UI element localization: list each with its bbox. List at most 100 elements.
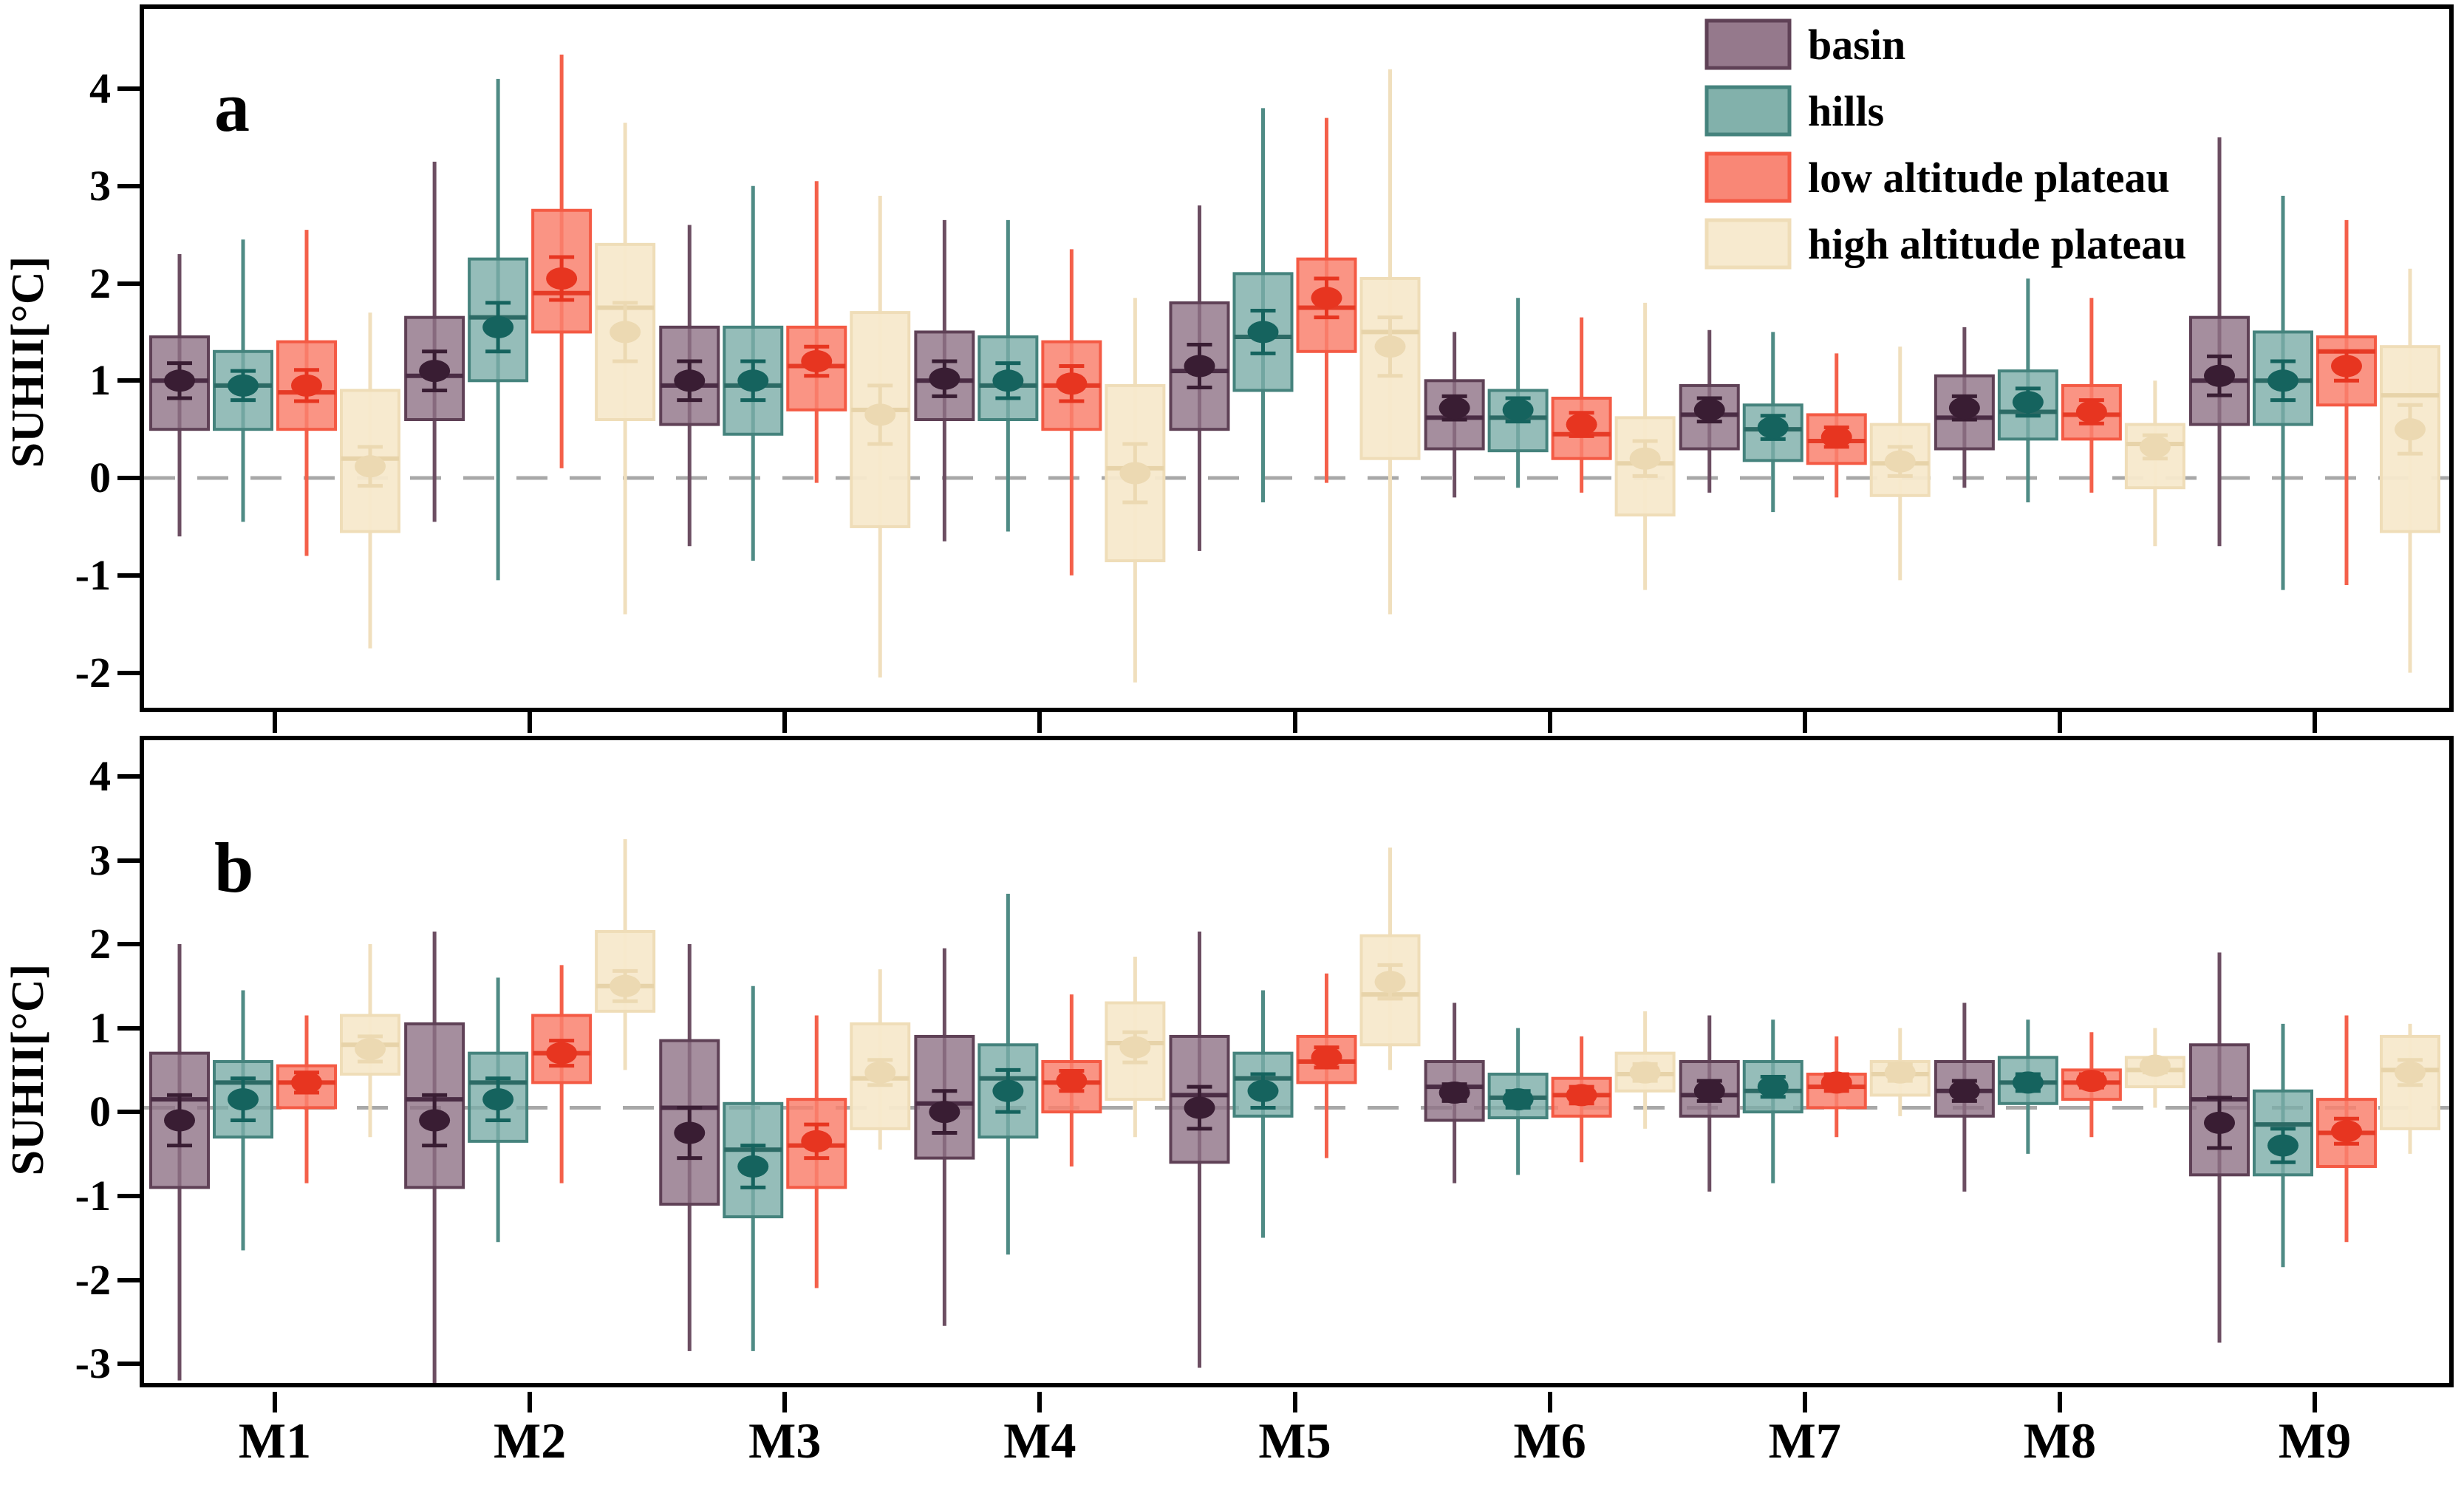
x-axis-label-M2: M2 — [494, 1412, 567, 1469]
x-tick-mark-a-M6 — [1547, 712, 1552, 733]
mean-dot-M8-basin — [1948, 1079, 1980, 1102]
panel-letter-b: b — [214, 828, 253, 907]
mean-dot-M3-low-altitude-plateau — [801, 1130, 833, 1152]
mean-dot-M2-low-altitude-plateau — [546, 1042, 578, 1065]
y-tick-mark-a-1 — [117, 378, 140, 383]
y-tick-label-a-2: 2 — [89, 259, 111, 307]
mean-dot-M5-basin — [1184, 1096, 1215, 1119]
x-axis-label-M8: M8 — [2023, 1412, 2096, 1469]
mean-dot-M4-low-altitude-plateau — [1056, 372, 1088, 395]
y-tick-label-b-2: 2 — [89, 920, 111, 968]
y-tick-mark-b--3 — [117, 1362, 140, 1367]
box-M9-basin — [2189, 1043, 2250, 1177]
mean-dot-M2-low-altitude-plateau — [546, 267, 578, 290]
legend-label-low-altitude-plateau: low altitude plateau — [1808, 154, 2170, 202]
x-tick-mark-b-M6 — [1547, 1392, 1552, 1412]
x-axis-label-M5: M5 — [1258, 1412, 1331, 1469]
mean-dot-M6-high-altitude-plateau — [1629, 1061, 1661, 1084]
y-axis-label-panel-b: SUHII[°C] — [3, 963, 53, 1176]
mean-dot-M4-high-altitude-plateau — [1119, 1036, 1151, 1059]
x-tick-mark-a-M2 — [528, 712, 533, 733]
y-tick-mark-a-3 — [117, 183, 140, 188]
x-tick-mark-a-M9 — [2313, 712, 2317, 733]
mean-dot-M1-hills — [228, 1088, 259, 1111]
mean-dot-M6-low-altitude-plateau — [1566, 413, 1597, 436]
x-tick-mark-b-M7 — [1802, 1392, 1807, 1412]
mean-dot-M3-high-altitude-plateau — [864, 1061, 896, 1084]
mean-dot-M8-low-altitude-plateau — [2075, 1070, 2107, 1093]
mean-dot-M7-hills — [1757, 416, 1789, 439]
mean-dot-M7-low-altitude-plateau — [1820, 1071, 1852, 1094]
y-tick-label-a-1: 1 — [89, 356, 111, 405]
y-tick-mark-b--1 — [117, 1194, 140, 1199]
mean-dot-M5-high-altitude-plateau — [1374, 335, 1406, 358]
y-tick-label-b--2: -2 — [75, 1255, 111, 1304]
y-tick-mark-b-1 — [117, 1025, 140, 1031]
x-tick-mark-a-M4 — [1037, 712, 1042, 733]
x-tick-mark-a-M3 — [782, 712, 788, 733]
mean-dot-M6-hills — [1502, 398, 1534, 421]
legend-swatch-basin — [1704, 18, 1792, 70]
mean-dot-M1-high-altitude-plateau — [355, 455, 386, 478]
y-tick-mark-a--2 — [117, 670, 140, 675]
mean-dot-M1-hills — [228, 374, 259, 397]
mean-dot-M2-hills — [482, 315, 514, 338]
y-tick-label-b--3: -3 — [75, 1339, 111, 1388]
y-tick-mark-b--2 — [117, 1277, 140, 1282]
mean-dot-M7-basin — [1693, 1079, 1725, 1102]
legend-swatch-low-altitude-plateau — [1704, 151, 1792, 203]
mean-dot-M9-hills — [2267, 1134, 2299, 1157]
x-tick-mark-b-M5 — [1292, 1392, 1297, 1412]
x-tick-mark-a-M8 — [2057, 712, 2062, 733]
x-tick-mark-b-M8 — [2057, 1392, 2062, 1412]
x-axis-label-M6: M6 — [1513, 1412, 1586, 1469]
mean-dot-M9-high-altitude-plateau — [2395, 418, 2426, 441]
x-tick-mark-b-M9 — [2313, 1392, 2317, 1412]
x-axis-label-M9: M9 — [2278, 1412, 2352, 1469]
y-tick-label-b--1: -1 — [75, 1172, 111, 1220]
mean-dot-M5-hills — [1247, 1079, 1279, 1102]
mean-dot-M4-low-altitude-plateau — [1056, 1070, 1088, 1093]
mean-dot-M6-basin — [1439, 397, 1470, 420]
mean-dot-M6-high-altitude-plateau — [1629, 447, 1661, 470]
mean-dot-M5-basin — [1184, 355, 1215, 378]
y-tick-label-b-1: 1 — [89, 1003, 111, 1052]
mean-dot-M8-basin — [1948, 397, 1980, 420]
y-tick-label-a--1: -1 — [75, 550, 111, 599]
mean-dot-M5-low-altitude-plateau — [1311, 1046, 1342, 1069]
x-axis-label-M7: M7 — [1768, 1412, 1841, 1469]
panel-b: b — [140, 736, 2454, 1387]
legend-label-basin: basin — [1808, 21, 1905, 69]
mean-dot-M3-low-altitude-plateau — [801, 349, 833, 372]
mean-dot-M7-high-altitude-plateau — [1884, 1061, 1916, 1084]
panel-b-plot: b — [144, 828, 2449, 1383]
mean-dot-M2-high-altitude-plateau — [610, 974, 641, 997]
x-axis-label-M4: M4 — [1003, 1412, 1076, 1469]
x-tick-mark-b-M1 — [273, 1392, 277, 1412]
x-tick-mark-a-M7 — [1802, 712, 1807, 733]
legend-swatch-high-altitude-plateau — [1704, 218, 1792, 270]
y-tick-mark-b-3 — [117, 858, 140, 863]
y-tick-label-b-4: 4 — [89, 752, 111, 801]
y-tick-label-b-0: 0 — [89, 1087, 111, 1136]
mean-dot-M7-basin — [1693, 398, 1725, 421]
box-M1-hills — [213, 1060, 273, 1139]
mean-dot-M1-low-altitude-plateau — [291, 374, 322, 397]
mean-dot-M3-hills — [737, 369, 769, 392]
mean-dot-M3-hills — [737, 1155, 769, 1178]
y-tick-mark-a--1 — [117, 573, 140, 578]
legend-swatch-hills — [1704, 85, 1792, 137]
mean-dot-M1-basin — [164, 1109, 195, 1132]
x-tick-mark-b-M3 — [782, 1392, 788, 1412]
x-tick-mark-a-M5 — [1292, 712, 1297, 733]
y-tick-mark-a-2 — [117, 281, 140, 286]
mean-dot-M9-basin — [2204, 1111, 2235, 1134]
mean-dot-M5-low-altitude-plateau — [1311, 287, 1342, 310]
y-tick-mark-b-0 — [117, 1110, 140, 1115]
legend-label-high-altitude-plateau: high altitude plateau — [1808, 220, 2186, 268]
mean-dot-M1-low-altitude-plateau — [291, 1071, 322, 1094]
mean-dot-M7-high-altitude-plateau — [1884, 450, 1916, 473]
mean-dot-M7-hills — [1757, 1076, 1789, 1099]
mean-dot-M8-high-altitude-plateau — [2139, 1054, 2171, 1077]
